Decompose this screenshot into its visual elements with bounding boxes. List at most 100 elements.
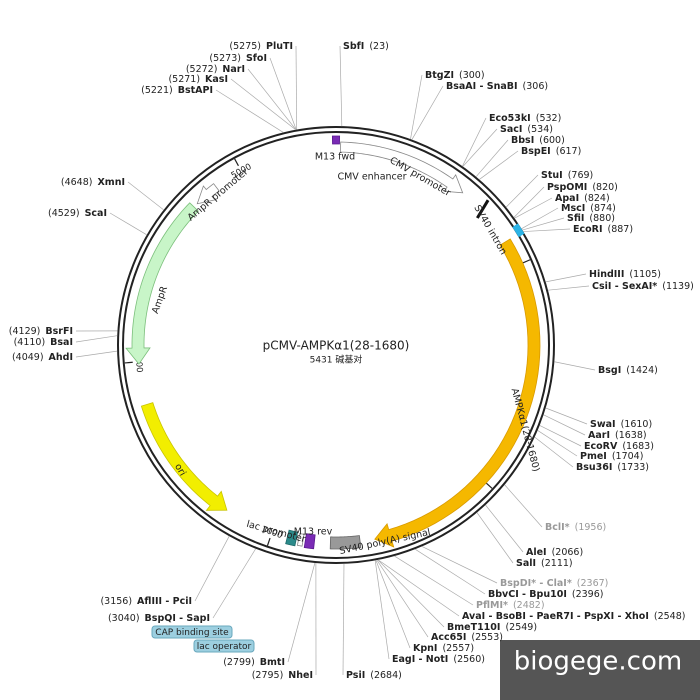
site-label: SfiI (880) (567, 213, 615, 224)
site-leader (215, 89, 284, 133)
site-pos: (824) (584, 193, 610, 204)
backbone-inner (122, 131, 550, 559)
site-pos: (4648) (61, 177, 93, 188)
site-label: (5221) BstAPI (141, 85, 213, 96)
site-pos: (2066) (552, 547, 584, 558)
site-name: BstAPI (178, 85, 213, 96)
ori-arrow (140, 402, 228, 511)
site-leader (410, 74, 423, 140)
site-label: BmeT110I (2549) (447, 622, 537, 633)
feature-label: CMV enhancer (337, 172, 406, 183)
site-pos: (880) (589, 213, 615, 224)
site-label: (5271) KasI (168, 74, 228, 85)
site-name: HindIII (589, 269, 624, 280)
site-name: BsrFI (45, 326, 73, 337)
site-label: PflMI* (2482) (476, 600, 545, 611)
site-label: (5272) NarI (186, 64, 245, 75)
site-name: KasI (205, 74, 228, 85)
site-name: Acc65I (431, 632, 466, 643)
site-label: AarI (1638) (588, 430, 647, 441)
site-label: EcoRI (887) (573, 224, 633, 235)
site-pos: (2799) (223, 657, 255, 668)
site-name: PmeI (580, 451, 607, 462)
watermark: biogege.com (514, 647, 682, 677)
site-label: BclI* (1956) (545, 522, 606, 533)
site-label: BbvCI - Bpu10I (2396) (488, 589, 603, 600)
site-label: (4648) XmnI (61, 177, 125, 188)
site-name: EagI - NotI (392, 654, 448, 665)
site-leader (462, 128, 498, 167)
site-pos: (887) (608, 224, 634, 235)
site-pos: (1105) (629, 269, 661, 280)
site-name: ApaI (555, 193, 579, 204)
site-name: BbvCI - Bpu10I (488, 589, 567, 600)
site-label: BspDI* - ClaI* (2367) (500, 578, 608, 589)
site-pos: (532) (536, 113, 562, 124)
site-pos: (5272) (186, 64, 218, 75)
site-leader (269, 57, 297, 130)
site-pos: (820) (592, 182, 618, 193)
tick (234, 158, 239, 167)
site-pos: (3156) (100, 596, 132, 607)
ampr-arrow (125, 202, 199, 365)
site-label: (4049) AhdI (12, 352, 73, 363)
site-leader (339, 45, 343, 127)
site-name: PluTI (266, 41, 293, 52)
site-name: BmtI (260, 657, 285, 668)
site-label: (5275) PluTI (229, 41, 293, 52)
site-leader (75, 350, 118, 358)
site-pos: (2482) (513, 600, 545, 611)
site-pos: (3040) (108, 613, 140, 624)
m13fwd-mark (331, 135, 341, 145)
site-leader (462, 117, 487, 167)
site-leader (523, 228, 571, 232)
site-leader (414, 548, 486, 595)
site-pos: (1704) (612, 451, 644, 462)
site-name: SfiI (567, 213, 584, 224)
site-label: KpnI (2557) (413, 643, 474, 654)
boxed-label-bg (193, 639, 255, 653)
site-label: SbfI (23) (343, 41, 389, 52)
site-pos: (306) (523, 81, 549, 92)
site-leader (485, 504, 524, 553)
site-leader (505, 174, 539, 208)
site-label: CsiI - SexAI* (1139) (592, 281, 694, 292)
site-leader (476, 512, 514, 564)
site-label: ApaI (824) (555, 193, 610, 204)
plasmid-length: 5431 碱基对 (310, 354, 363, 366)
site-label: (3040) BspQI - SapI (108, 613, 210, 624)
site-label: MscI (874) (561, 203, 616, 214)
site-leader (534, 436, 574, 468)
site-name: MscI (561, 203, 585, 214)
site-name: BspEI (521, 146, 551, 157)
site-label: BsaAI - SnaBI (306) (446, 81, 548, 92)
polya-box (329, 535, 362, 550)
site-pos: (1956) (575, 522, 607, 533)
lacop-mark (296, 533, 305, 547)
m13rev-mark (303, 533, 316, 550)
site-name: SalI (516, 558, 536, 569)
site-name: BspDI* - ClaI* (500, 578, 572, 589)
site-pos: (4049) (12, 352, 44, 363)
site-pos: (2548) (654, 611, 686, 622)
site-pos: (617) (556, 146, 582, 157)
site-name: BmeT110I (447, 622, 500, 633)
site-pos: (1638) (615, 430, 647, 441)
site-name: AhdI (49, 352, 73, 363)
site-name: BsaI (50, 337, 73, 348)
sv40-intron-mark (476, 199, 490, 219)
site-pos: (1733) (617, 462, 649, 473)
site-pos: (5271) (168, 74, 200, 85)
site-name: AarI (588, 430, 610, 441)
cmv-arrow (340, 141, 464, 194)
backbone-outer (117, 126, 555, 564)
site-label: (4110) BsaI (14, 337, 73, 348)
site-leader (109, 212, 147, 236)
site-name: PspOMI (547, 182, 587, 193)
site-pos: (5221) (141, 85, 173, 96)
plasmid-name: pCMV-AMPKα1(28-1680) (263, 339, 410, 353)
site-pos: (2111) (541, 558, 573, 569)
site-label: BtgZI (300) (425, 70, 485, 81)
site-name: ScaI (85, 208, 107, 219)
site-pos: (1683) (622, 441, 654, 452)
